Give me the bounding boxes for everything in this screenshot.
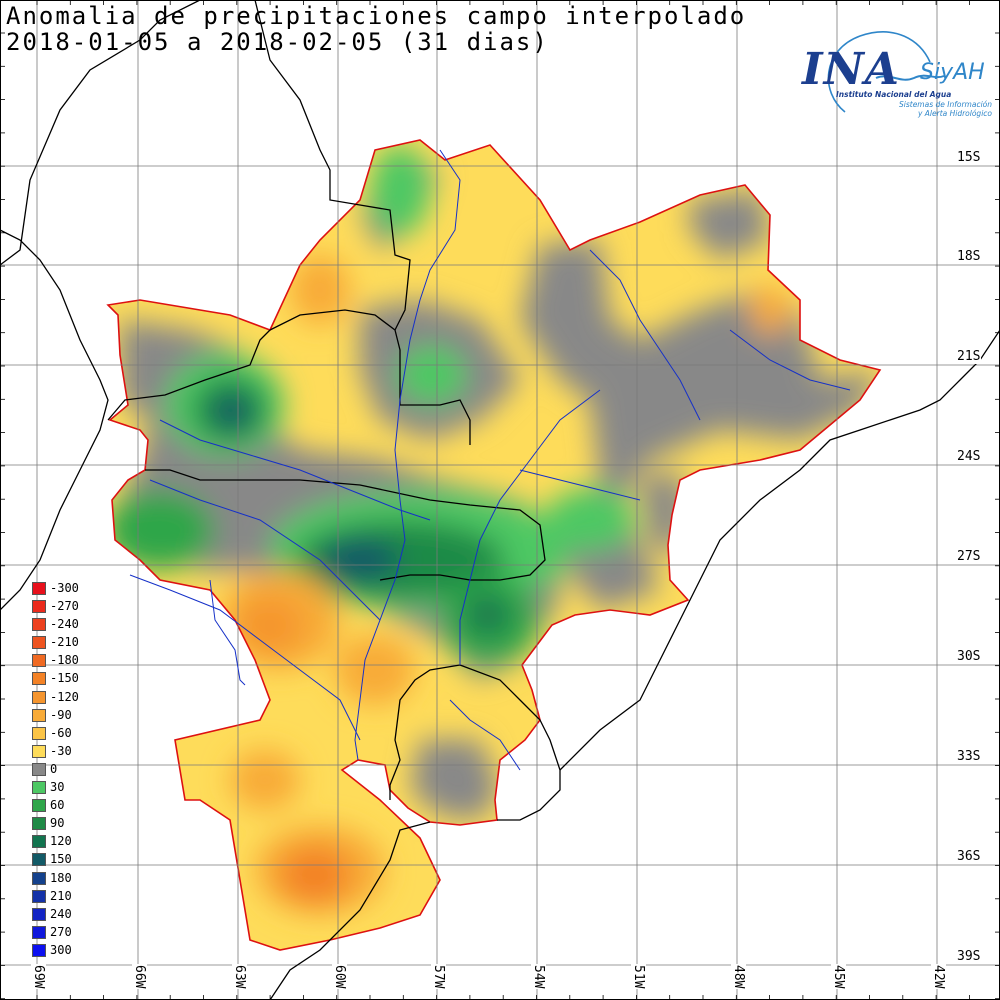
legend-label: -270 xyxy=(50,599,79,614)
legend-swatch xyxy=(32,708,46,722)
legend-swatch xyxy=(32,600,46,614)
legend-swatch xyxy=(32,871,46,885)
legend-label: -150 xyxy=(50,671,79,686)
logo-swoosh xyxy=(827,31,945,113)
lon-label: 66W xyxy=(132,964,147,990)
lat-label: 39S xyxy=(956,949,982,964)
legend-label: 240 xyxy=(50,906,72,921)
legend-label: 120 xyxy=(50,834,72,849)
lon-label: 63W xyxy=(232,964,247,990)
lat-label: 15S xyxy=(956,150,982,165)
legend-swatch xyxy=(32,690,46,704)
lat-label: 18S xyxy=(956,249,982,264)
lon-label: 45W xyxy=(831,964,846,990)
logo-siyah-text: SiyAH xyxy=(920,60,985,85)
legend-swatch xyxy=(32,835,46,849)
legend-swatch xyxy=(32,672,46,686)
legend-swatch xyxy=(32,817,46,831)
field-green-sw xyxy=(108,490,215,570)
legend-label: -240 xyxy=(50,617,79,632)
legend-label: 210 xyxy=(50,888,72,903)
lon-label: 57W xyxy=(431,964,446,990)
legend-label: 150 xyxy=(50,852,72,867)
legend-swatch xyxy=(32,853,46,867)
field-green-central xyxy=(397,345,467,405)
legend-swatch xyxy=(32,762,46,776)
lat-label: 33S xyxy=(956,749,982,764)
field-green-west-peak xyxy=(212,394,252,430)
legend-label: 180 xyxy=(50,870,72,885)
legend-swatch xyxy=(32,618,46,632)
field-green-north xyxy=(370,145,430,235)
logo-subtitle: y Alerta Hidrológico xyxy=(917,109,992,118)
legend-label: 0 xyxy=(50,761,58,776)
legend-label: -300 xyxy=(50,581,79,595)
lon-label: 54W xyxy=(531,964,546,990)
lat-label: 36S xyxy=(956,849,982,864)
legend-label: 270 xyxy=(50,924,72,939)
rivers xyxy=(129,149,851,771)
legend-label: -30 xyxy=(50,743,72,758)
legend-label: 60 xyxy=(50,798,65,813)
field-green-south-core xyxy=(466,595,510,635)
legend-swatch xyxy=(32,943,46,957)
field-orange-ne xyxy=(750,285,790,335)
legend-swatch xyxy=(32,636,46,650)
legend-swatch xyxy=(32,925,46,939)
legend-swatch xyxy=(32,907,46,921)
logo-subtitle: Sistemas de Información xyxy=(899,100,992,109)
field-orange-south-core xyxy=(280,847,350,903)
legend-label: -60 xyxy=(50,725,72,740)
legend-label: 300 xyxy=(50,942,72,957)
legend-label: -210 xyxy=(50,635,79,650)
lon-label: 60W xyxy=(332,964,347,990)
legend-swatch xyxy=(32,654,46,668)
lon-label: 48W xyxy=(731,964,746,990)
field-green-chaco-peak xyxy=(320,538,400,582)
legend-label: 90 xyxy=(50,816,65,831)
legend-swatch xyxy=(32,889,46,903)
field-gray-ne xyxy=(690,190,770,260)
lat-label: 30S xyxy=(956,649,982,664)
legend-swatch xyxy=(32,726,46,740)
ina-siyah-logo: INA SiyAH Instituto Nacional del Agua Si… xyxy=(796,30,996,130)
legend-label: 30 xyxy=(50,780,65,795)
lat-label: 24S xyxy=(956,449,982,464)
legend-swatch xyxy=(32,582,46,595)
field-gray-south xyxy=(410,740,500,820)
field-orange-sw xyxy=(230,750,300,810)
legend-label: -180 xyxy=(50,653,79,668)
field-orange-center xyxy=(335,635,415,705)
logo-subtitle: Instituto Nacional del Agua xyxy=(836,90,952,99)
legend-swatch xyxy=(32,781,46,795)
map-date-range: 2018-01-05 a 2018-02-05 (31 dias) xyxy=(6,28,549,56)
field-green-ne xyxy=(545,488,635,552)
lat-label: 21S xyxy=(956,349,982,364)
lon-label: 42W xyxy=(931,964,946,990)
logo-ina-text: INA xyxy=(802,44,900,95)
lon-label: 51W xyxy=(631,964,646,990)
lat-label: 27S xyxy=(956,549,982,564)
field-orange-west-core xyxy=(238,597,302,653)
legend-label: -90 xyxy=(50,707,72,722)
map-title: Anomalia de precipitaciones campo interp… xyxy=(6,2,747,30)
field-orange-north xyxy=(290,255,350,325)
lon-label: 69W xyxy=(31,964,46,990)
legend-swatch xyxy=(32,799,46,813)
legend-label: -120 xyxy=(50,689,79,704)
legend-swatch xyxy=(32,744,46,758)
